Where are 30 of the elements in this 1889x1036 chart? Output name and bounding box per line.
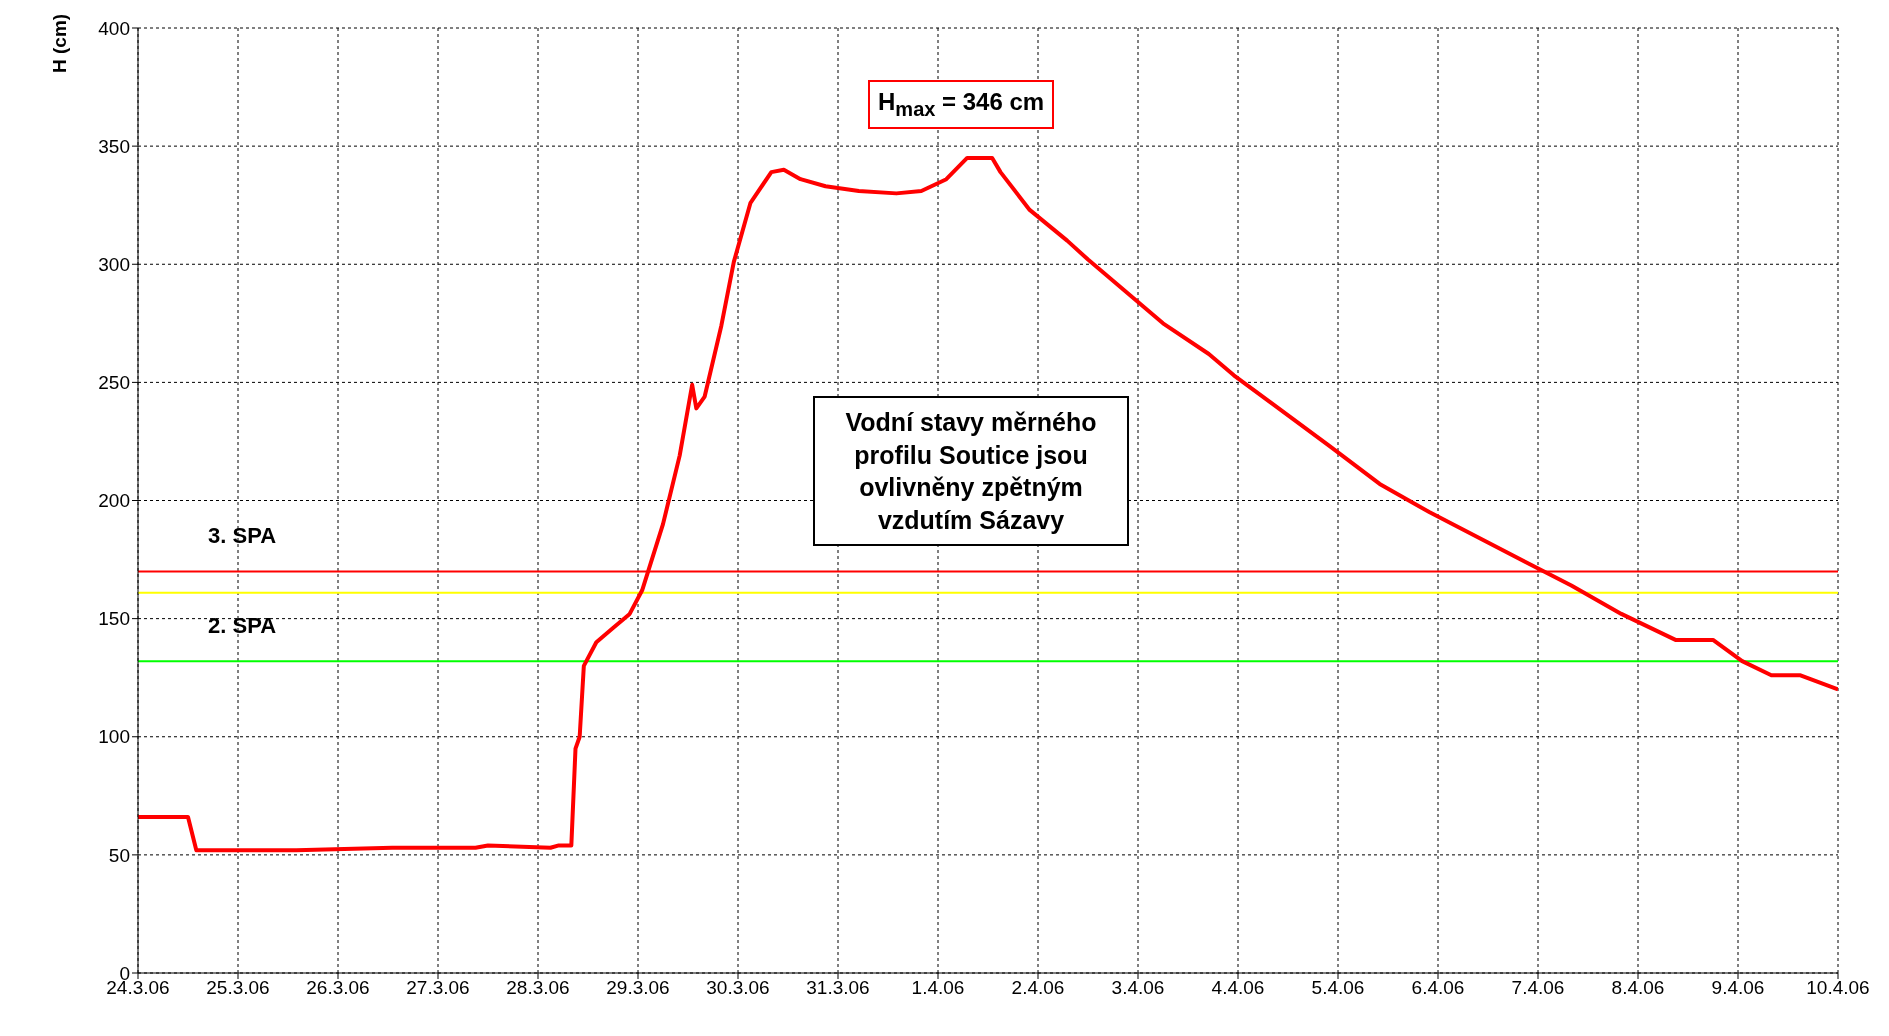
x-tick-label: 9.4.06	[1711, 977, 1765, 999]
x-tick-label: 31.3.06	[806, 977, 870, 999]
x-tick-label: 6.4.06	[1411, 977, 1465, 999]
y-tick-label: 150	[98, 608, 130, 630]
x-tick-label: 28.3.06	[506, 977, 570, 999]
y-tick-label: 100	[98, 726, 130, 748]
y-tick-label: 300	[98, 253, 130, 275]
y-axis-title: H (cm)	[49, 13, 71, 73]
ref-line-label: 3. SPA	[208, 523, 277, 549]
x-tick-label: 2.4.06	[1011, 977, 1065, 999]
y-tick-label: 50	[108, 844, 130, 866]
x-tick-label: 29.3.06	[606, 977, 670, 999]
x-tick-label: 30.3.06	[706, 977, 770, 999]
y-tick-label: 400	[98, 17, 130, 39]
y-tick-label: 350	[98, 135, 130, 157]
x-tick-label: 25.3.06	[206, 977, 270, 999]
x-tick-label: 3.4.06	[1111, 977, 1165, 999]
y-tick-label: 250	[98, 372, 130, 394]
x-tick-label: 10.4.06	[1806, 977, 1870, 999]
x-tick-label: 5.4.06	[1311, 977, 1365, 999]
x-tick-label: 26.3.06	[306, 977, 370, 999]
x-tick-label: 8.4.06	[1611, 977, 1665, 999]
x-tick-label: 27.3.06	[406, 977, 470, 999]
x-tick-label: 4.4.06	[1211, 977, 1265, 999]
x-tick-label: 7.4.06	[1511, 977, 1565, 999]
x-tick-label: 1.4.06	[911, 977, 965, 999]
annotation: H$_{max}$ = 346 cm	[868, 80, 1055, 129]
annotation: Vodní stavy měrného profilu Soutice jsou ovlivněny zpětným vzdutím Sázavy	[813, 396, 1129, 546]
y-tick-label: 200	[98, 490, 130, 512]
ref-line-label: 2. SPA	[208, 613, 277, 639]
